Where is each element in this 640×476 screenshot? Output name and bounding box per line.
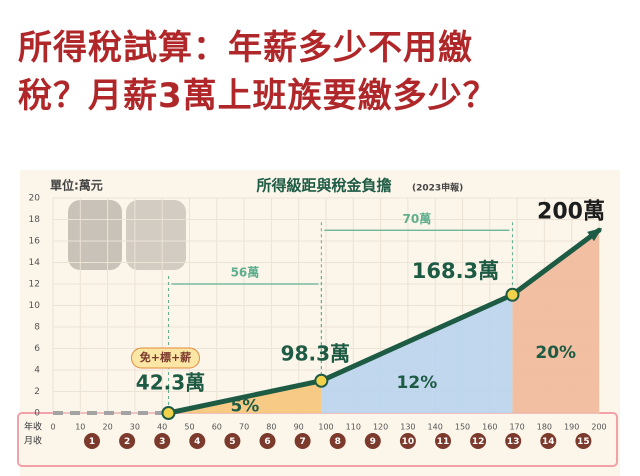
month-marker	[505, 433, 522, 449]
month-label: 11	[437, 437, 450, 447]
x-tick-label: 80	[266, 423, 276, 432]
month-marker	[364, 433, 381, 449]
headline: 所得稅試算：年薪多少不用繳	[18, 28, 473, 68]
month-label: 4	[194, 437, 200, 447]
headline: 稅？月薪3萬上班族要繳多少？	[18, 76, 498, 116]
arrow-head	[587, 227, 603, 242]
x-tick-label: 0	[50, 423, 55, 432]
y-tick-label: 8	[34, 323, 40, 333]
month-label: 14	[542, 437, 555, 447]
x-tick-label: 10	[75, 423, 85, 432]
x-tick-label: 100	[318, 423, 333, 432]
x-tick-label: 40	[157, 423, 167, 432]
x-tick-label: 110	[346, 423, 361, 432]
month-marker	[435, 433, 451, 449]
x-tick-label: 140	[428, 423, 443, 432]
y-tick-label: 4	[34, 366, 40, 376]
monthly-label: 月收	[24, 435, 42, 447]
month-label: 2	[124, 437, 130, 447]
span-label: 56萬	[231, 265, 260, 280]
y-tick-label: 10	[29, 301, 41, 311]
y-tick-label: 14	[29, 258, 41, 268]
month-label: 6	[264, 437, 270, 447]
month-label: 13	[507, 437, 520, 447]
month-label: 10	[402, 437, 415, 447]
x-tick-label: 70	[239, 423, 249, 432]
month-marker	[470, 433, 487, 449]
tax-band	[321, 294, 513, 413]
x-tick-label: 200	[591, 423, 606, 432]
x-tick-label: 60	[212, 423, 222, 432]
month-marker	[224, 433, 241, 449]
point-label: 200萬	[537, 199, 605, 224]
band-label: 12%	[397, 373, 438, 393]
month-marker	[329, 433, 346, 449]
x-tick-label: 30	[130, 423, 140, 432]
month-label: 3	[159, 437, 165, 447]
x-tick-label: 170	[509, 423, 524, 432]
point-label: 42.3萬	[136, 371, 205, 395]
x-axis-label: 年收	[24, 421, 42, 433]
month-marker	[294, 433, 311, 449]
data-point	[314, 373, 329, 388]
point-label: 168.3萬	[412, 259, 499, 283]
tax-band	[512, 230, 599, 413]
photo	[68, 200, 122, 270]
x-tick-label: 120	[373, 423, 388, 432]
chart-title: 所得級距與稅金負擔	[256, 177, 391, 195]
point-label: 98.3萬	[281, 341, 350, 365]
y-tick-label: 12	[29, 280, 40, 290]
band-label: 20%	[535, 343, 576, 363]
y-tick-label: 0	[34, 409, 40, 419]
month-marker	[119, 433, 136, 449]
y-tick-label: 20	[29, 194, 41, 204]
data-line	[165, 227, 602, 416]
unit-label: 單位:萬元	[50, 178, 103, 193]
month-marker	[540, 433, 557, 449]
x-tick-label: 90	[294, 423, 304, 432]
month-marker	[575, 433, 592, 449]
badge-box	[130, 347, 200, 369]
x-tick-label: 180	[537, 423, 552, 432]
x-tick-label: 50	[184, 423, 194, 432]
data-point	[505, 287, 520, 302]
month-marker	[189, 433, 206, 449]
x-tick-label: 20	[103, 423, 113, 432]
chart-subtitle: (2023申報)	[412, 182, 463, 194]
x-tick-label: 150	[455, 423, 470, 432]
x-tick-label: 160	[482, 423, 497, 432]
band-label: 5%	[230, 397, 259, 417]
month-marker	[259, 433, 276, 449]
month-label: 15	[577, 437, 590, 447]
x-tick-label: 190	[564, 423, 579, 432]
month-label: 5	[229, 437, 235, 447]
span-label: 70萬	[403, 211, 432, 226]
month-label: 12	[472, 437, 485, 447]
y-tick-label: 2	[34, 387, 40, 397]
month-label: 9	[370, 437, 376, 447]
data-point	[161, 406, 176, 420]
y-tick-label: 6	[34, 344, 40, 354]
month-label: 1	[89, 437, 95, 447]
month-marker	[84, 433, 100, 449]
y-tick-label: 18	[29, 215, 41, 225]
badge: 免+標+薪	[140, 350, 191, 364]
month-label: 8	[335, 437, 341, 447]
x-tick-label: 130	[400, 423, 415, 432]
y-tick-label: 16	[29, 237, 41, 247]
month-marker	[399, 433, 416, 449]
month-label: 7	[299, 437, 305, 447]
month-marker	[154, 433, 171, 449]
photo	[126, 200, 186, 270]
